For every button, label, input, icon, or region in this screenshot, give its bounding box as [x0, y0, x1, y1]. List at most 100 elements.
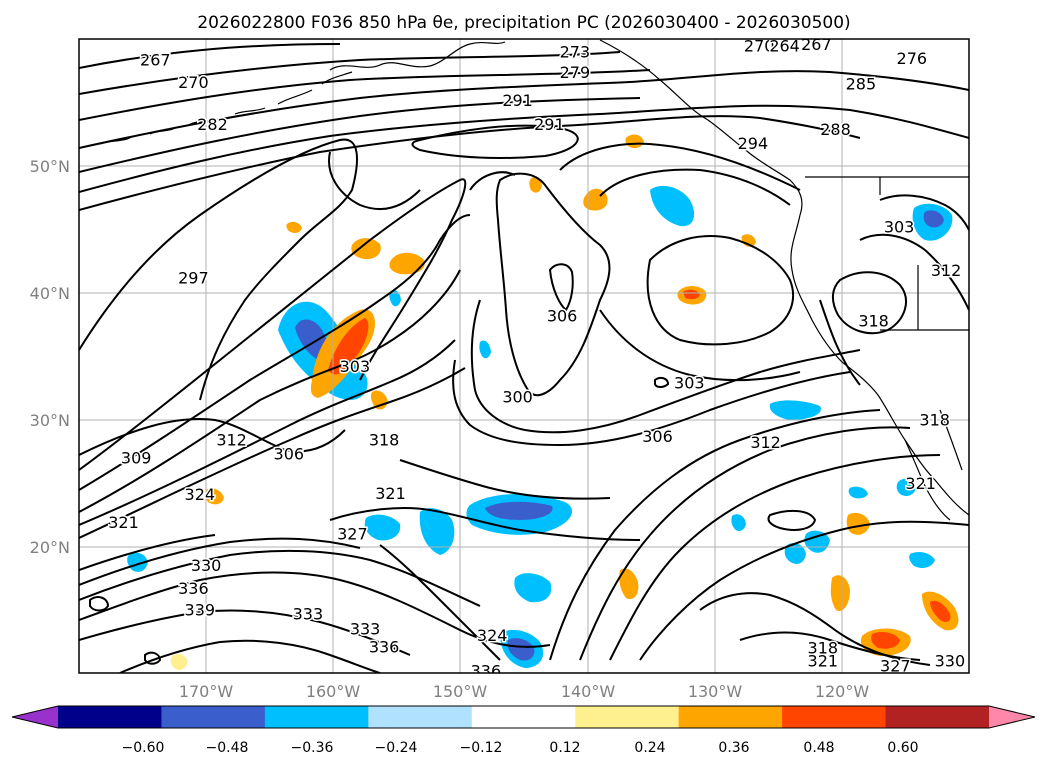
lon-label: 130°W	[688, 682, 743, 701]
axis-labels: 170°W 160°W 150°W 140°W 130°W 120°W 50°N…	[30, 157, 870, 701]
contour-line	[79, 367, 466, 539]
precip-blob	[205, 488, 224, 505]
precip-blob	[923, 210, 944, 228]
precip-blob	[909, 552, 935, 568]
contour-label: 321	[375, 484, 406, 503]
contour-line	[469, 171, 861, 434]
border-canada-us	[805, 176, 969, 331]
contour-line	[559, 142, 801, 191]
coastline-alaska	[329, 41, 506, 71]
contour-label: 318	[858, 312, 889, 331]
colorbar-segment	[885, 706, 990, 728]
colorbar-tick-label: 0.60	[887, 740, 918, 756]
precip-blob	[848, 486, 868, 499]
precip-blob	[830, 575, 850, 612]
contour-line	[79, 138, 358, 401]
colorbar-segment	[368, 706, 473, 728]
contour-line	[79, 537, 361, 586]
contour-label: 321	[808, 651, 839, 670]
precip-blob	[871, 632, 900, 649]
contour-label: 303	[884, 218, 915, 237]
contour-line	[79, 609, 411, 656]
contour-line	[609, 454, 941, 661]
precip-blob	[846, 512, 870, 535]
contour-line	[89, 376, 670, 665]
lat-label: 20°N	[30, 538, 70, 557]
contour-line	[452, 359, 851, 447]
precip-blob	[529, 176, 542, 193]
contour-label: 300	[502, 388, 533, 407]
contour-line	[79, 97, 641, 173]
colorbar-tick-label: 0.36	[718, 740, 749, 756]
contour-label: 336	[471, 662, 502, 681]
contour-label: 264	[769, 36, 800, 55]
contour-line	[79, 104, 969, 193]
contour-label: 330	[191, 556, 222, 575]
precip-blob	[514, 573, 552, 603]
colorbar-segments	[12, 706, 1035, 728]
contour-label: 267	[801, 35, 832, 54]
contour-label: 333	[293, 604, 324, 623]
colorbar-tick-label: −0.48	[206, 740, 249, 756]
contour-line	[739, 631, 921, 661]
contour-line	[79, 43, 341, 69]
colorbar-tick-label: −0.12	[460, 740, 503, 756]
colorbar-segment	[575, 706, 680, 728]
contour-label: 279	[560, 63, 591, 82]
precip-blob	[769, 400, 821, 420]
contour-line	[379, 544, 501, 661]
contour-line	[832, 271, 907, 335]
contour-line	[549, 409, 881, 661]
contour-label: 288	[820, 120, 851, 139]
contour-line	[646, 235, 795, 346]
contour-line	[879, 194, 969, 231]
contour-line	[79, 214, 471, 491]
colorbar-segment	[471, 706, 576, 728]
precip-blob	[351, 238, 381, 260]
colorbar-tick-label: 0.48	[803, 740, 834, 756]
lon-label: 140°W	[561, 682, 616, 701]
contour-line	[79, 51, 621, 95]
lon-label: 170°W	[179, 682, 234, 701]
contour-label: 291	[534, 115, 565, 134]
colorbar-tick-label: −0.36	[291, 740, 334, 756]
colorbar-segment	[161, 706, 266, 728]
contour-label: 297	[178, 268, 209, 287]
contour-line	[579, 426, 911, 661]
colorbar-tick-label: −0.24	[375, 740, 418, 756]
contour-label: 324	[185, 485, 216, 504]
colorbar-extend-low	[12, 706, 58, 728]
contour-label: 330	[935, 651, 966, 670]
theta-e-contours	[79, 43, 969, 673]
contour-label: 306	[642, 427, 673, 446]
contour-line	[328, 151, 421, 210]
colorbar-tick-label: 0.24	[634, 740, 665, 756]
contour-label: 321	[905, 474, 936, 493]
precip-blob	[389, 252, 425, 275]
colorbar-tick-label: −0.60	[122, 740, 165, 756]
contour-line	[411, 124, 579, 159]
contour-label: 303	[340, 357, 371, 376]
contour-label: 303	[674, 374, 705, 393]
contour-line	[548, 263, 574, 312]
contour-label: 285	[846, 74, 877, 93]
contour-label: 282	[197, 115, 228, 134]
contour-label: 318	[808, 639, 839, 658]
colorbar-tick-label: 0.12	[549, 740, 580, 756]
colorbar-outline	[11, 705, 1036, 729]
precip-blob	[127, 552, 148, 572]
contour-label: 276	[897, 49, 928, 68]
contour-line	[79, 178, 467, 471]
coastline-panhandle	[599, 39, 803, 216]
contour-label: 294	[738, 134, 769, 153]
contour-line	[639, 520, 969, 661]
contour-label: 327	[337, 525, 368, 544]
precip-blob	[650, 185, 695, 227]
contour-label: 306	[274, 445, 305, 464]
precip-blob	[731, 514, 746, 532]
precip-blob	[389, 290, 401, 307]
contour-line	[79, 534, 216, 571]
precip-blob	[507, 638, 535, 661]
